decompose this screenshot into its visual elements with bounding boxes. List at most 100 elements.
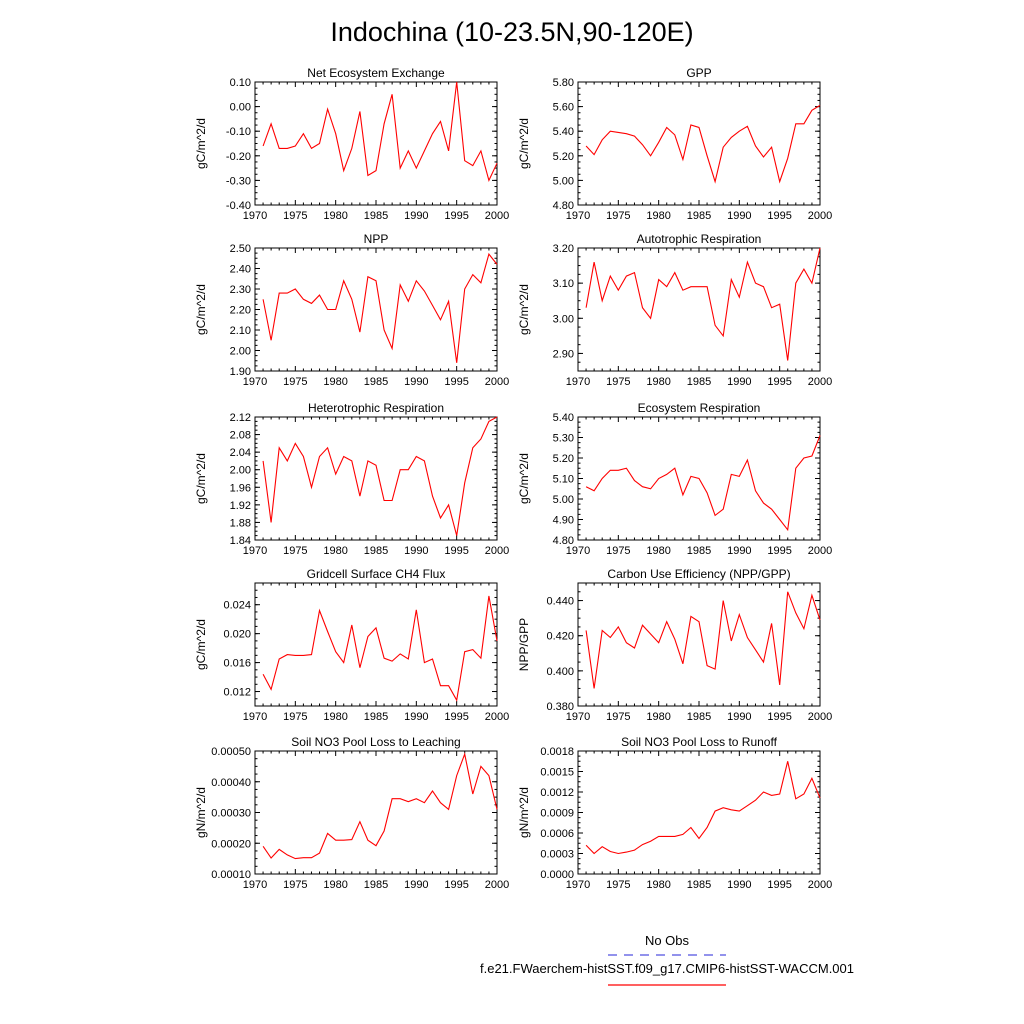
panel-2: NPP 1970 1975 1980 1985 1990 1995 2000 2.50 2.40 2… [194, 232, 509, 388]
y-tick-label: 0.012 [223, 687, 251, 699]
series-line [262, 81, 498, 182]
x-tick-label: 1990 [404, 545, 428, 557]
x-tick-label: 1985 [687, 376, 711, 388]
x-tick-label: 1985 [364, 879, 388, 891]
y-axis-label: gC/m^2/d [517, 453, 531, 504]
plot-frame [577, 750, 821, 875]
y-tick-label: 5.20 [553, 453, 574, 465]
x-tick-label: 1975 [283, 376, 307, 388]
x-tick-label: 1970 [566, 545, 590, 557]
y-tick-label: 0.00 [230, 102, 251, 114]
y-tick-label: 5.80 [553, 77, 574, 89]
x-tick-label: 1990 [727, 711, 751, 723]
x-tick-label: 1970 [243, 879, 267, 891]
plot-frame [254, 750, 498, 875]
x-tick-label: 1995 [767, 545, 791, 557]
panel-title: Carbon Use Efficiency (NPP/GPP) [607, 567, 790, 581]
y-tick-label: 4.80 [553, 535, 574, 547]
x-tick-label: 1995 [444, 545, 468, 557]
x-tick-label: 1985 [687, 711, 711, 723]
x-tick-label: 1975 [283, 711, 307, 723]
x-tick-label: 1975 [606, 879, 630, 891]
y-tick-label: 0.00040 [211, 777, 251, 789]
x-tick-label: 1985 [687, 545, 711, 557]
panel-5: Ecosystem Respiration 1970 1975 1980 1985 199… [517, 401, 832, 557]
y-tick-label: 0.00030 [211, 808, 251, 820]
x-tick-label: 2000 [808, 545, 832, 557]
y-tick-label: -0.20 [226, 151, 251, 163]
series-line [262, 595, 498, 702]
panel-title: Net Ecosystem Exchange [307, 66, 445, 80]
y-tick-label: 2.30 [230, 284, 251, 296]
y-tick-label: 0.0006 [540, 828, 574, 840]
y-tick-label: 2.10 [230, 325, 251, 337]
plot-frame [577, 81, 821, 206]
series-line [585, 104, 821, 184]
y-tick-label: 0.020 [223, 629, 251, 641]
y-tick-label: 0.016 [223, 658, 251, 670]
x-tick-label: 1975 [283, 879, 307, 891]
y-tick-label: 3.10 [553, 278, 574, 290]
x-tick-label: 2000 [808, 210, 832, 222]
panel-title: Soil NO3 Pool Loss to Leaching [291, 735, 460, 749]
x-tick-label: 1985 [364, 711, 388, 723]
y-tick-label: 2.00 [230, 465, 251, 477]
y-tick-label: 1.92 [230, 500, 251, 512]
x-tick-label: 1990 [404, 210, 428, 222]
x-tick-label: 1995 [444, 376, 468, 388]
y-tick-label: 0.0009 [540, 808, 574, 820]
y-tick-label: 5.30 [553, 433, 574, 445]
x-tick-label: 1970 [243, 711, 267, 723]
y-tick-label: 0.0003 [540, 849, 574, 861]
y-tick-label: 0.0000 [540, 869, 574, 881]
panels-group: Net Ecosystem Exchange 1970 1975 1980 1985 19… [194, 66, 832, 891]
panel-title: GPP [686, 66, 711, 80]
x-tick-label: 1990 [727, 879, 751, 891]
y-tick-label: 2.50 [230, 243, 251, 255]
panel-7: Carbon Use Efficiency (NPP/GPP) 1970 1975 1… [517, 567, 832, 723]
y-tick-label: 0.0015 [540, 767, 574, 779]
x-tick-label: 1995 [767, 711, 791, 723]
y-tick-label: 0.400 [546, 666, 574, 678]
y-tick-label: 0.00020 [211, 838, 251, 850]
x-tick-label: 1970 [243, 376, 267, 388]
x-tick-label: 1990 [727, 376, 751, 388]
x-tick-label: 1975 [606, 376, 630, 388]
legend-label-no-obs: No Obs [645, 933, 690, 948]
series-line [262, 252, 498, 363]
x-tick-label: 1980 [646, 879, 670, 891]
plot-frame [577, 247, 821, 372]
x-tick-label: 1970 [566, 711, 590, 723]
x-tick-label: 1975 [283, 545, 307, 557]
x-tick-label: 1975 [606, 711, 630, 723]
panel-title: Gridcell Surface CH4 Flux [307, 567, 446, 581]
y-tick-label: 0.00010 [211, 869, 251, 881]
x-tick-label: 1975 [606, 210, 630, 222]
y-tick-label: 3.00 [553, 313, 574, 325]
y-tick-label: 3.20 [553, 243, 574, 255]
y-tick-label: 5.40 [553, 412, 574, 424]
y-tick-label: 5.60 [553, 102, 574, 114]
panel-6: Gridcell Surface CH4 Flux 1970 1975 1980 198… [194, 567, 509, 723]
y-tick-label: 4.80 [553, 200, 574, 212]
x-tick-label: 1995 [444, 210, 468, 222]
x-tick-label: 2000 [485, 879, 509, 891]
panel-title: NPP [364, 232, 389, 246]
x-tick-label: 1970 [566, 210, 590, 222]
x-tick-label: 1990 [404, 376, 428, 388]
series-line [585, 591, 821, 689]
x-tick-label: 1995 [444, 711, 468, 723]
x-tick-label: 1995 [767, 210, 791, 222]
y-axis-label: NPP/GPP [517, 618, 531, 671]
plot-frame [254, 81, 498, 206]
x-tick-label: 1975 [283, 210, 307, 222]
x-tick-label: 1985 [364, 210, 388, 222]
y-tick-label: 2.90 [553, 348, 574, 360]
x-tick-label: 1985 [687, 879, 711, 891]
x-tick-label: 1995 [444, 879, 468, 891]
y-tick-label: 0.420 [546, 631, 574, 643]
y-tick-label: 2.40 [230, 264, 251, 276]
x-tick-label: 2000 [485, 545, 509, 557]
plot-frame [254, 582, 498, 707]
y-axis-label: gC/m^2/d [517, 118, 531, 169]
